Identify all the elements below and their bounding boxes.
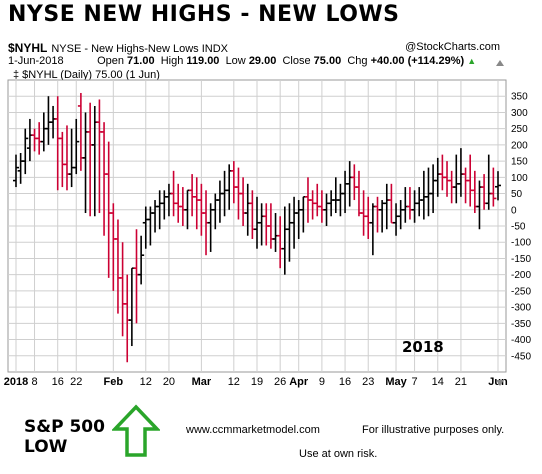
symbol-description: NYSE - New Highs-New Lows INDX <box>51 43 228 55</box>
x-tick-label: 16 <box>52 376 64 388</box>
y-tick-label: 50 <box>511 189 523 200</box>
ohlc-chart: 350 300 250 200 150 100 50 0 -50 -100 -150 -200 -250… <box>4 60 531 388</box>
quote-line: 1-Jun-2018 Open 71.00 High 119.00 Low 29… <box>8 55 508 67</box>
chg-label: Chg <box>347 55 368 67</box>
quote-date: 1-Jun-2018 <box>8 55 64 67</box>
scroll-up-icon <box>496 60 504 66</box>
x-tick-label: 23 <box>362 376 374 388</box>
ohlc-bar <box>138 235 145 285</box>
x-tick-label: 9 <box>319 376 325 388</box>
ohlc-bar <box>495 171 501 201</box>
high-label: High <box>160 55 184 67</box>
ohlc-bar <box>22 128 29 175</box>
x-tick-label: 19 <box>251 376 263 388</box>
ohlc-bar <box>73 118 80 175</box>
x-tick-label: 12 <box>140 376 152 388</box>
x-tick-label: 20 <box>163 376 175 388</box>
x-tick-label: Feb <box>104 376 124 388</box>
x-tick-label: Mar <box>192 376 212 388</box>
chg-value: +40.00 (+114.29%) <box>370 55 465 67</box>
series-legend: ‡ $NYHL (Daily) 75.00 (1 Jun) <box>13 69 160 81</box>
up-arrow-icon <box>112 404 160 457</box>
sp500-label-line1: S&P 500 <box>24 417 105 437</box>
low-value: 29.00 <box>248 55 277 67</box>
y-tick-label: 150 <box>511 157 528 168</box>
close-label: Close <box>282 55 311 67</box>
y-tick-label: -250 <box>511 286 531 297</box>
x-tick-label: 26 <box>274 376 286 388</box>
chart-title: NYSE NEW HIGHS - NEW LOWS <box>8 2 400 27</box>
x-tick-label: 7 <box>412 376 418 388</box>
high-value: 119.00 <box>186 55 220 67</box>
sp500-low-label: S&P 500 LOW <box>24 417 105 457</box>
y-tick-label: 0 <box>511 205 517 216</box>
x-tick-label: Apr <box>289 376 309 388</box>
y-tick-label: 250 <box>511 124 528 135</box>
y-tick-label: 350 <box>511 92 528 103</box>
symbol: $NYHL <box>8 41 48 55</box>
chg-up-arrow-icon: ▲ <box>467 56 477 66</box>
close-value: 75.00 <box>313 55 342 67</box>
open-label: Open <box>97 55 124 67</box>
x-tick-label: 21 <box>455 376 467 388</box>
y-tick-label: -150 <box>511 254 531 265</box>
disclaimer-risk: Use at own risk. <box>299 448 378 460</box>
ohlc-bar <box>13 154 19 188</box>
x-tick-label: 2018 <box>4 376 28 388</box>
brand-label: @StockCharts.com <box>405 41 500 53</box>
scroll-down-icon <box>496 380 504 386</box>
y-tick-label: -200 <box>511 270 531 281</box>
low-label: Low <box>225 55 246 67</box>
y-tick-label: 200 <box>511 140 528 151</box>
x-tick-label: 14 <box>432 376 444 388</box>
y-tick-label: -50 <box>511 222 526 233</box>
y-tick-label: 100 <box>511 173 528 184</box>
y-tick-label: -350 <box>511 319 531 330</box>
year-annotation: 2018 <box>402 338 444 356</box>
x-tick-label: 8 <box>31 376 37 388</box>
y-tick-label: -100 <box>511 238 531 249</box>
x-tick-label: May <box>385 376 407 388</box>
x-tick-label: 16 <box>339 376 351 388</box>
y-tick-label: -400 <box>511 335 531 346</box>
x-tick-label: 12 <box>228 376 240 388</box>
y-tick-label: 300 <box>511 108 528 119</box>
y-tick-label: -450 <box>511 351 531 362</box>
y-tick-label: -300 <box>511 303 531 314</box>
symbol-line: $NYHL NYSE - New Highs-New Lows INDX <box>8 41 228 55</box>
disclaimer-illustrative: For illustrative purposes only. <box>362 424 505 436</box>
x-tick-label: 22 <box>70 376 82 388</box>
website-label: www.ccmmarketmodel.com <box>186 424 320 436</box>
open-value: 71.00 <box>127 55 155 67</box>
ohlc-bar <box>490 167 497 207</box>
sp500-label-line2: LOW <box>24 437 68 457</box>
